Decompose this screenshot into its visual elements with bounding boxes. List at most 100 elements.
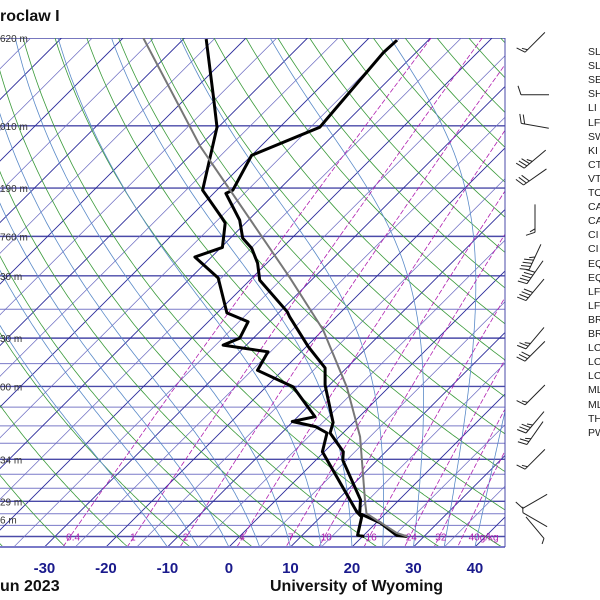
height-label: 30 m [0,272,22,283]
dry-adiabat-line [0,170,316,547]
dry-adiabat-line [0,69,378,547]
index-label: CI [588,243,599,256]
mixing-ratio-label: 32 [435,533,447,544]
moist-adiabat-line [57,38,322,547]
wind-barb [517,85,549,96]
isotherm-line [413,454,505,547]
moist-adiabat-line [0,324,168,547]
isotherm-line [351,393,505,547]
barb-feather [526,423,533,426]
index-label: CA [588,215,600,228]
index-label: SL [588,46,600,58]
wind-barb [525,204,536,236]
dry-adiabat-line [86,38,505,511]
barb-feather [529,256,536,259]
height-label: 190 m [0,184,28,195]
dry-adiabat-line [372,38,505,183]
height-label: 30 m [0,334,22,345]
index-label: KI [588,144,598,157]
x-tick-label: -10 [157,560,179,577]
moist-adiabat-line [269,38,424,547]
barb-feather [519,277,530,282]
index-label: LC [588,342,600,355]
barb-feather [519,293,529,299]
index-label: PW [588,426,600,439]
isotherm-line [105,147,505,547]
height-label: 6 m [0,516,17,527]
barb-feather [524,342,531,344]
barb-feather [516,356,526,362]
index-label: TO [588,187,600,199]
index-label: EQ [588,257,600,270]
barb-feather [517,85,522,95]
dry-adiabat-line [213,38,505,361]
barb-feather [516,464,526,470]
barb-feather [518,160,528,167]
index-label: EQ [588,271,600,284]
barb-feather [518,353,528,360]
height-label: 29 m [0,497,22,508]
barb-feather [519,426,529,431]
barb-feather [525,269,536,273]
wind-barb [516,327,545,350]
dry-adiabat-line [404,38,505,148]
barb-feather [521,351,531,357]
x-tick-label: 30 [405,560,422,577]
barb-feather [521,400,528,403]
temperature-line [224,39,408,538]
isotherm-line [0,38,400,439]
sounding-traces [142,38,408,538]
x-tick-label: -20 [95,560,117,577]
barb-feather [521,158,530,165]
wind-barb [515,493,548,509]
isotherm-line [474,516,505,547]
moist-adiabat-line [390,38,477,547]
index-label: BR [588,328,600,340]
index-label: CT [588,158,600,171]
mixing-ratio-label: 24 [406,533,418,544]
index-label: LI [588,102,597,115]
moist-adiabat-line [179,38,385,547]
mixing-ratio-line [236,129,505,547]
barb-feather [519,113,522,124]
index-label: LF [588,116,600,129]
isotherm-line [136,178,505,547]
barb-feather [519,438,530,443]
barb-feather [516,47,526,53]
mixing-ratio-line [179,63,505,547]
index-label: SL [588,60,600,73]
barb-feather [526,159,533,162]
barb-shaft [526,421,544,445]
mixing-ratio-label: 4 [239,533,245,544]
parcel-line [142,38,408,538]
isotherm-line [0,38,462,500]
barb-feather [523,288,533,293]
barb-feather [521,291,531,296]
wind-barb [525,516,545,545]
barb-feather [525,231,536,236]
index-label: CI [588,229,599,242]
isotherm-line [74,116,505,547]
index-label: LF [588,299,600,312]
barb-shaft [524,449,546,470]
isotherm-line [197,239,505,547]
moist-adiabat-line [474,409,505,547]
index-label: SE [588,74,600,87]
dry-adiabat-line [277,38,505,289]
moist-adiabat-line [0,112,261,547]
barb-feather [521,174,530,182]
mixing-ratio-line [62,38,432,547]
barb-shaft [525,327,545,350]
index-label: LF [588,285,600,298]
station-title: roclaw I [0,8,60,25]
barb-feather [516,296,527,302]
dry-adiabat-line [181,38,505,398]
barb-feather [521,274,532,279]
x-tick-label: -30 [34,560,56,577]
barb-feather [516,400,526,406]
isotherm-line [0,38,124,162]
barb-shaft [524,384,546,406]
isotherm-line [0,38,370,408]
isotherm-line [0,38,308,347]
